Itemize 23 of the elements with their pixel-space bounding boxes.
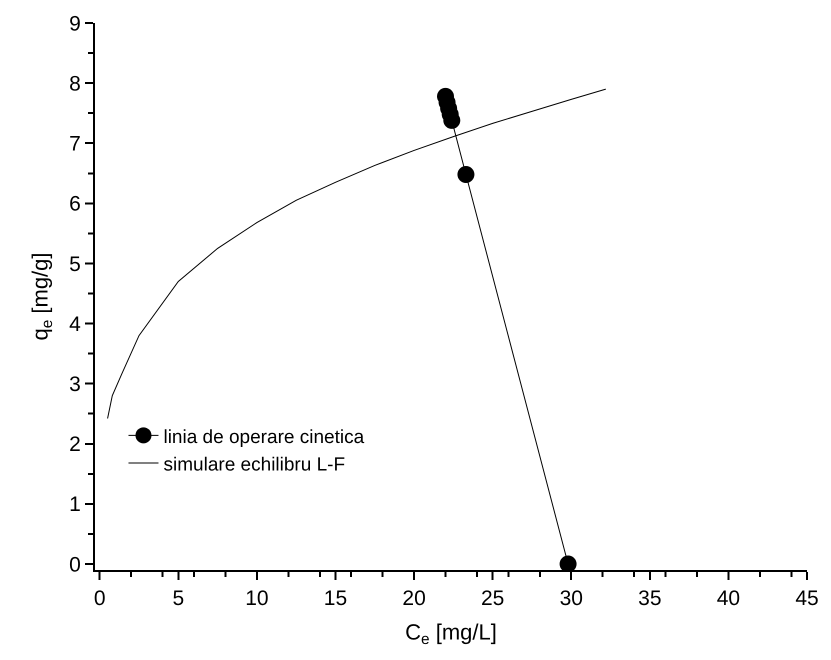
x-tick-label: 45 <box>795 587 819 610</box>
x-tick-label: 5 <box>172 587 184 610</box>
x-tick-label: 0 <box>94 587 106 610</box>
y-tick-label: 0 <box>69 553 81 576</box>
x-tick-label: 30 <box>560 587 583 610</box>
y-tick-label: 1 <box>69 493 81 516</box>
x-tick-label: 15 <box>324 587 348 610</box>
x-tick-label: 10 <box>245 587 269 610</box>
legend-label: simulare echilibru L-F <box>163 454 346 476</box>
legend-label: linia de operare cinetica <box>163 426 365 448</box>
x-tick-label: 35 <box>638 587 662 610</box>
y-tick-label: 6 <box>69 192 81 216</box>
x-tick-label: 40 <box>716 587 740 610</box>
y-tick-label: 5 <box>69 252 81 276</box>
x-tick-label: 25 <box>480 587 504 610</box>
x-axis-title: C$_{e}$ [mg/L] <box>405 620 497 648</box>
y-tick-label: 8 <box>69 72 81 96</box>
y-tick-label: 7 <box>69 132 81 156</box>
y-tick-label: 4 <box>69 312 82 336</box>
x-tick-label: 20 <box>402 587 426 610</box>
y-tick-label: 2 <box>69 433 81 456</box>
y-tick-label: 3 <box>69 373 81 396</box>
y-tick-label: 9 <box>69 12 81 36</box>
